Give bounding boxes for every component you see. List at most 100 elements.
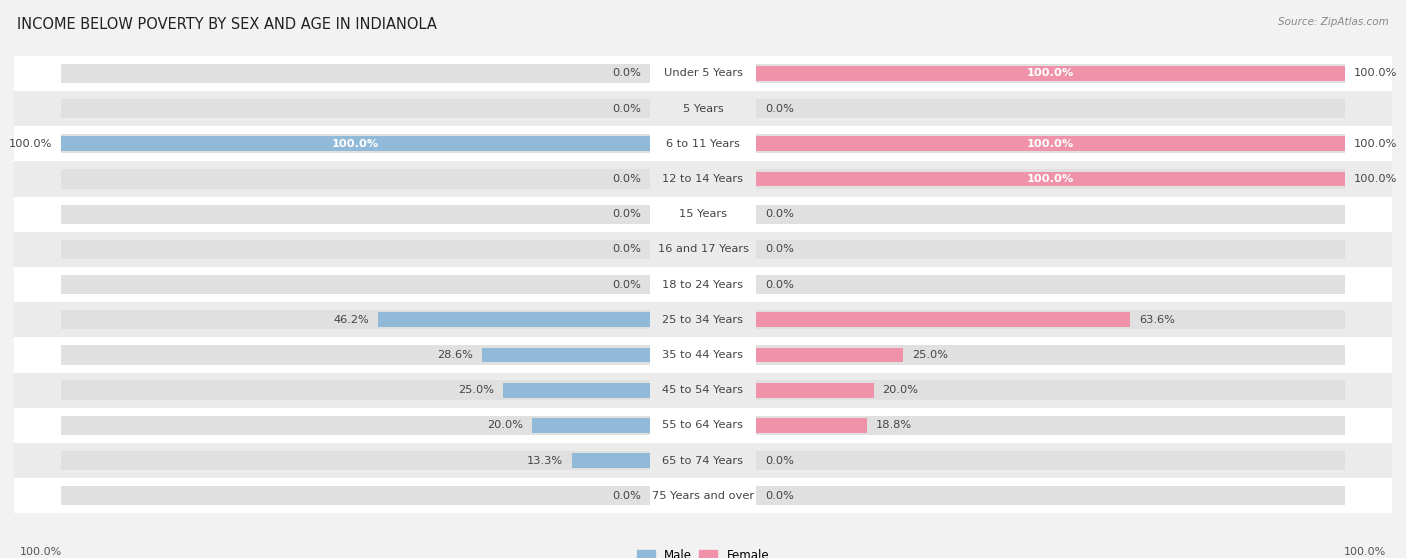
Text: 63.6%: 63.6% (1139, 315, 1175, 325)
Bar (62, 275, 650, 294)
Text: 100.0%: 100.0% (1354, 174, 1398, 184)
Bar (62, 64, 650, 83)
Text: 100.0%: 100.0% (332, 139, 380, 149)
Bar (14, 56, 1392, 91)
Bar (503, 383, 650, 397)
Text: 6 to 11 Years: 6 to 11 Years (666, 139, 740, 149)
Legend: Male, Female: Male, Female (633, 545, 773, 558)
Bar (756, 381, 1344, 400)
Bar (756, 345, 1344, 365)
Bar (756, 348, 903, 362)
Bar (62, 416, 650, 435)
Text: 0.0%: 0.0% (765, 244, 794, 254)
Text: 100.0%: 100.0% (8, 139, 52, 149)
Bar (14, 478, 1392, 513)
Text: Source: ZipAtlas.com: Source: ZipAtlas.com (1278, 17, 1389, 27)
Text: 25.0%: 25.0% (458, 385, 494, 395)
Bar (14, 408, 1392, 443)
Bar (14, 443, 1392, 478)
Bar (62, 345, 650, 365)
Text: 15 Years: 15 Years (679, 209, 727, 219)
Bar (62, 136, 650, 151)
Text: 55 to 64 Years: 55 to 64 Years (662, 420, 744, 430)
Text: 13.3%: 13.3% (527, 455, 562, 465)
Bar (756, 418, 866, 433)
Text: 18 to 24 Years: 18 to 24 Years (662, 280, 744, 290)
Bar (14, 267, 1392, 302)
Bar (756, 486, 1344, 506)
Bar (756, 383, 873, 397)
Bar (756, 66, 1344, 81)
Text: 45 to 54 Years: 45 to 54 Years (662, 385, 744, 395)
Bar (756, 310, 1344, 329)
Bar (62, 240, 650, 259)
Bar (756, 275, 1344, 294)
Text: 100.0%: 100.0% (1354, 139, 1398, 149)
Bar (378, 312, 650, 327)
Bar (62, 99, 650, 118)
Text: 100.0%: 100.0% (1026, 174, 1074, 184)
Text: 0.0%: 0.0% (612, 491, 641, 501)
Text: 75 Years and over: 75 Years and over (652, 491, 754, 501)
Bar (62, 486, 650, 506)
Bar (572, 453, 650, 468)
Text: 0.0%: 0.0% (612, 69, 641, 78)
Bar (62, 134, 650, 153)
Bar (62, 205, 650, 224)
Bar (756, 134, 1344, 153)
Bar (756, 240, 1344, 259)
Bar (14, 196, 1392, 232)
Bar (62, 381, 650, 400)
Text: 0.0%: 0.0% (612, 244, 641, 254)
Bar (533, 418, 650, 433)
Text: 0.0%: 0.0% (765, 104, 794, 114)
Text: 0.0%: 0.0% (612, 209, 641, 219)
Text: 0.0%: 0.0% (612, 280, 641, 290)
Text: 5 Years: 5 Years (683, 104, 723, 114)
Bar (62, 310, 650, 329)
Bar (482, 348, 650, 362)
Bar (14, 232, 1392, 267)
Text: 100.0%: 100.0% (20, 547, 62, 557)
Text: 25.0%: 25.0% (912, 350, 948, 360)
Text: 0.0%: 0.0% (765, 455, 794, 465)
Text: 0.0%: 0.0% (765, 491, 794, 501)
Text: 0.0%: 0.0% (612, 174, 641, 184)
Text: 28.6%: 28.6% (437, 350, 472, 360)
Bar (14, 373, 1392, 408)
Text: 46.2%: 46.2% (333, 315, 370, 325)
Bar (756, 416, 1344, 435)
Text: 20.0%: 20.0% (883, 385, 918, 395)
Bar (14, 161, 1392, 196)
Text: 12 to 14 Years: 12 to 14 Years (662, 174, 744, 184)
Text: Under 5 Years: Under 5 Years (664, 69, 742, 78)
Text: INCOME BELOW POVERTY BY SEX AND AGE IN INDIANOLA: INCOME BELOW POVERTY BY SEX AND AGE IN I… (17, 17, 437, 32)
Text: 65 to 74 Years: 65 to 74 Years (662, 455, 744, 465)
Text: 16 and 17 Years: 16 and 17 Years (658, 244, 748, 254)
Text: 25 to 34 Years: 25 to 34 Years (662, 315, 744, 325)
Bar (756, 136, 1344, 151)
Text: 0.0%: 0.0% (765, 280, 794, 290)
Bar (62, 451, 650, 470)
Bar (14, 126, 1392, 161)
Bar (756, 205, 1344, 224)
Bar (756, 451, 1344, 470)
Text: 0.0%: 0.0% (765, 209, 794, 219)
Bar (14, 302, 1392, 338)
Text: 35 to 44 Years: 35 to 44 Years (662, 350, 744, 360)
Bar (756, 99, 1344, 118)
Bar (756, 172, 1344, 186)
Bar (14, 91, 1392, 126)
Bar (756, 64, 1344, 83)
Bar (756, 169, 1344, 189)
Text: 20.0%: 20.0% (488, 420, 523, 430)
Text: 0.0%: 0.0% (612, 104, 641, 114)
Text: 100.0%: 100.0% (1354, 69, 1398, 78)
Bar (14, 338, 1392, 373)
Bar (62, 169, 650, 189)
Text: 100.0%: 100.0% (1026, 139, 1074, 149)
Text: 100.0%: 100.0% (1026, 69, 1074, 78)
Text: 18.8%: 18.8% (876, 420, 911, 430)
Text: 100.0%: 100.0% (1344, 547, 1386, 557)
Bar (756, 312, 1130, 327)
